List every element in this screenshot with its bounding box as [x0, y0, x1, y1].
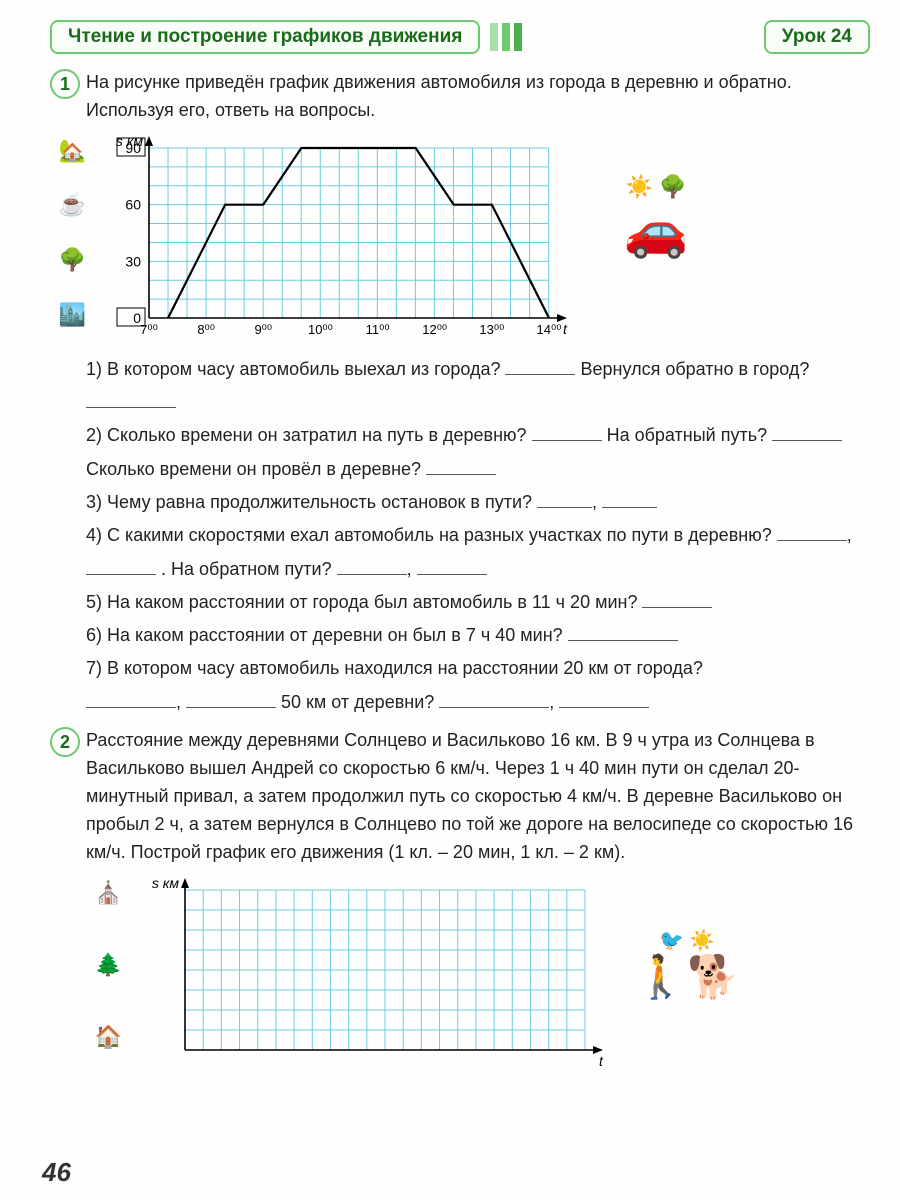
- blank-field[interactable]: [86, 689, 176, 708]
- task-2-number: 2: [50, 727, 80, 757]
- q3: 3) Чему равна продолжительность останово…: [86, 486, 870, 519]
- q7-text-b: 50 км от деревни?: [281, 692, 439, 712]
- blank-field[interactable]: [86, 556, 156, 575]
- lesson-number: Урок 24: [764, 20, 870, 54]
- car-illustration: ☀️ 🌳 🚗: [581, 133, 731, 303]
- blank-field[interactable]: [642, 589, 712, 608]
- cafe-icon: ☕: [55, 187, 91, 223]
- tree-icon: 🌳: [55, 242, 91, 278]
- q4-text-a: 4) С какими скоростями ехал автомобиль н…: [86, 525, 777, 545]
- q4: 4) С какими скоростями ехал автомобиль н…: [86, 519, 870, 586]
- q6-text: 6) На каком расстоянии от деревни он был…: [86, 625, 568, 645]
- q3-text: 3) Чему равна продолжительность останово…: [86, 492, 537, 512]
- blank-field[interactable]: [86, 389, 176, 408]
- page-number: 46: [42, 1157, 71, 1188]
- q4-text-b: . На обратном пути?: [161, 559, 337, 579]
- blank-field[interactable]: [337, 556, 407, 575]
- q5-text: 5) На каком расстоянии от города был авт…: [86, 592, 642, 612]
- q7-text-a: 7) В котором часу автомобиль находился н…: [86, 658, 703, 678]
- svg-text:13⁰⁰: 13⁰⁰: [479, 322, 504, 337]
- svg-text:60: 60: [125, 196, 141, 212]
- blank-field[interactable]: [772, 422, 842, 441]
- svg-text:s км: s км: [116, 133, 144, 149]
- boy-illustration: 🐦 ☀️ 🚶🐕: [607, 875, 767, 1055]
- blank-field[interactable]: [532, 422, 602, 441]
- q2-text-b: На обратный путь?: [607, 425, 773, 445]
- svg-text:s км: s км: [152, 875, 180, 891]
- task-1-number: 1: [50, 69, 80, 99]
- city-icon: 🏙️: [55, 297, 91, 333]
- svg-text:7⁰⁰: 7⁰⁰: [140, 322, 158, 337]
- blank-field[interactable]: [537, 489, 592, 508]
- q2-text-c: Сколько времени он провёл в деревне?: [86, 459, 426, 479]
- blank-field[interactable]: [559, 689, 649, 708]
- blank-field[interactable]: [439, 689, 549, 708]
- blank-field[interactable]: [602, 489, 657, 508]
- task-1-chart-row: 🏡 ☕ 🌳 🏙️ 03060907⁰⁰8⁰⁰9⁰⁰10⁰⁰11⁰⁰12⁰⁰13⁰…: [50, 133, 870, 343]
- topic-title: Чтение и построение графиков движения: [50, 20, 480, 54]
- task-2: 2 Расстояние между деревнями Солнцево и …: [50, 727, 870, 866]
- pine-icon: 🌲: [91, 947, 127, 983]
- svg-text:t ч: t ч: [599, 1053, 607, 1069]
- q2-text-a: 2) Сколько времени он затратил на путь в…: [86, 425, 532, 445]
- task-1: 1 На рисунке приведён график движения ав…: [50, 69, 870, 125]
- chart1-icons-col: 🏡 ☕ 🌳 🏙️: [50, 133, 101, 333]
- task-2-chart-row: ⛪ 🌲 🏠 s км t ч 🐦 ☀️ 🚶🐕: [50, 875, 870, 1075]
- blank-field[interactable]: [186, 689, 276, 708]
- svg-text:30: 30: [125, 253, 141, 269]
- blank-field[interactable]: [417, 556, 487, 575]
- svg-text:11⁰⁰: 11⁰⁰: [366, 322, 390, 337]
- task-1-questions: 1) В котором часу автомобиль выехал из г…: [86, 353, 870, 719]
- q1-text-a: 1) В котором часу автомобиль выехал из г…: [86, 359, 505, 379]
- q5: 5) На каком расстоянии от города был авт…: [86, 586, 870, 619]
- church-icon: ⛪: [91, 875, 127, 911]
- svg-text:10⁰⁰: 10⁰⁰: [308, 322, 333, 337]
- header-decor: [490, 23, 522, 51]
- svg-text:t ч: t ч: [563, 321, 571, 337]
- q1: 1) В котором часу автомобиль выехал из г…: [86, 353, 870, 420]
- svg-text:14⁰⁰: 14⁰⁰: [537, 322, 562, 337]
- svg-text:12⁰⁰: 12⁰⁰: [422, 322, 447, 337]
- task-1-intro: На рисунке приведён график движения авто…: [86, 69, 870, 125]
- svg-text:8⁰⁰: 8⁰⁰: [197, 322, 215, 337]
- chart2-icons-col: ⛪ 🌲 🏠: [86, 875, 137, 1055]
- chart-1: 03060907⁰⁰8⁰⁰9⁰⁰10⁰⁰11⁰⁰12⁰⁰13⁰⁰14⁰⁰s км…: [101, 133, 571, 343]
- blank-field[interactable]: [505, 356, 575, 375]
- q7: 7) В котором часу автомобиль находился н…: [86, 652, 870, 719]
- blank-field[interactable]: [568, 622, 678, 641]
- q6: 6) На каком расстоянии от деревни он был…: [86, 619, 870, 652]
- page-header: Чтение и построение графиков движения Ур…: [50, 20, 870, 54]
- q2: 2) Сколько времени он затратил на путь в…: [86, 419, 870, 486]
- svg-text:9⁰⁰: 9⁰⁰: [254, 322, 272, 337]
- blank-field[interactable]: [777, 522, 847, 541]
- q1-text-b: Вернулся обратно в город?: [581, 359, 810, 379]
- task-2-text: Расстояние между деревнями Солнцево и Ва…: [86, 727, 870, 866]
- village-icon: 🏡: [55, 133, 91, 169]
- chart-2: s км t ч: [137, 875, 607, 1075]
- blank-field[interactable]: [426, 456, 496, 475]
- house-icon: 🏠: [91, 1019, 127, 1055]
